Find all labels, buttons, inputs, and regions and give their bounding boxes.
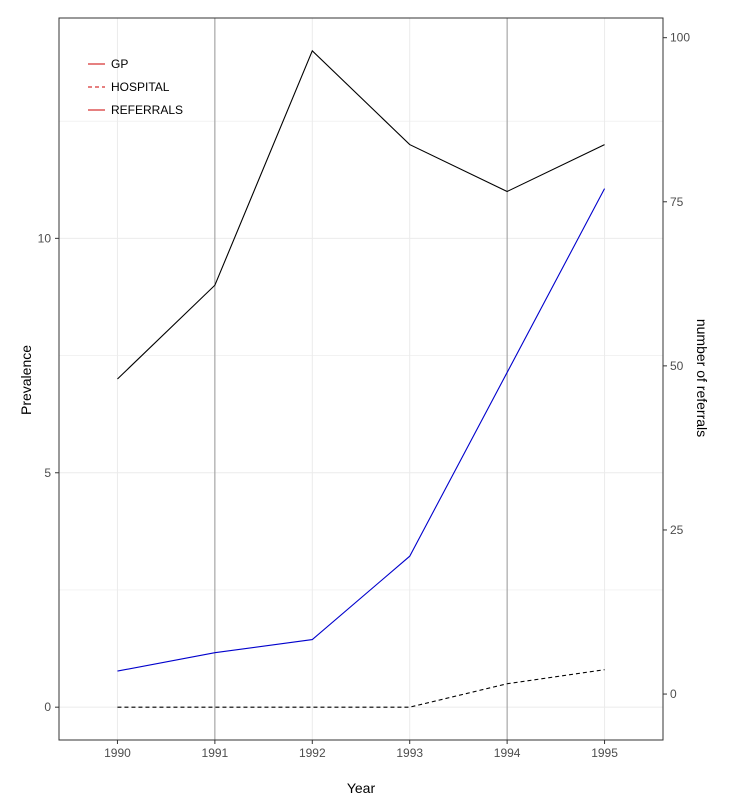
y-tick-label: 0 xyxy=(44,700,51,714)
y2-tick-label: 75 xyxy=(670,195,684,209)
legend-label-referrals: REFERRALS xyxy=(111,103,183,117)
series-line-gp xyxy=(117,49,605,380)
x-tick-label: 1990 xyxy=(104,746,131,760)
x-tick-label: 1995 xyxy=(591,746,618,760)
y-tick-label: 10 xyxy=(38,231,52,245)
y2-axis-ticks: 0 25 50 75 100 xyxy=(663,31,690,701)
grid-lines xyxy=(59,18,663,740)
y-axis-title: Prevalence xyxy=(18,345,34,415)
series-line-referrals xyxy=(117,188,606,672)
x-tick-label: 1994 xyxy=(494,746,521,760)
x-axis-title: Year xyxy=(347,780,376,796)
legend: GP HOSPITAL REFERRALS xyxy=(88,57,183,117)
x-axis-ticks: 1990 1991 1992 1993 1994 1995 xyxy=(104,740,618,760)
legend-label-gp: GP xyxy=(111,57,128,71)
y2-tick-label: 25 xyxy=(670,523,684,537)
y2-tick-label: 0 xyxy=(670,687,677,701)
y-axis-ticks: 0 5 10 xyxy=(38,231,59,714)
y-tick-label: 5 xyxy=(44,466,51,480)
vertical-reference-lines xyxy=(214,18,508,740)
y2-tick-label: 50 xyxy=(670,359,684,373)
legend-label-hospital: HOSPITAL xyxy=(111,80,170,94)
x-tick-label: 1993 xyxy=(396,746,423,760)
series-lines xyxy=(117,49,606,708)
plot-panel-border xyxy=(58,17,664,741)
x-tick-label: 1991 xyxy=(202,746,229,760)
series-line-hospital xyxy=(117,669,605,708)
y2-axis-title: number of referrals xyxy=(694,319,710,437)
x-tick-label: 1992 xyxy=(299,746,326,760)
y2-tick-label: 100 xyxy=(670,31,690,45)
